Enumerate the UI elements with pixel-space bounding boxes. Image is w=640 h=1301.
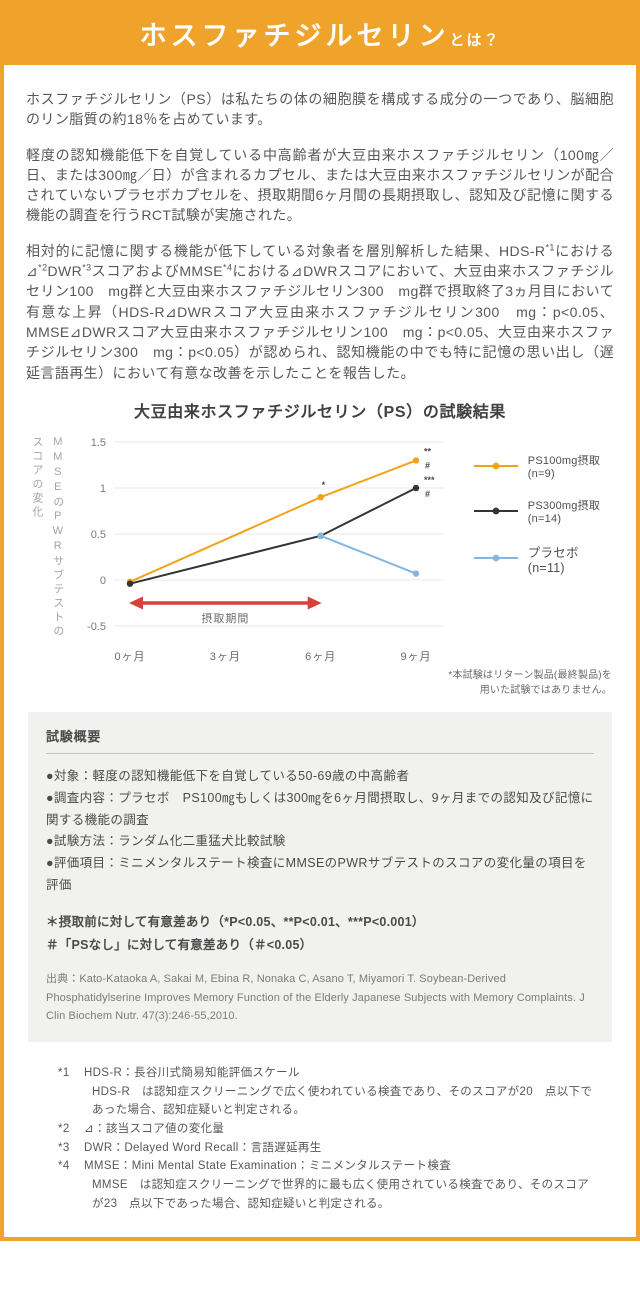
legend-item: プラセボ (n=11) xyxy=(473,542,614,575)
footnote-text: MMSE は認知症スクリーニングで世界的に最も広く使用されている検査であり、その… xyxy=(92,1178,589,1210)
chart-row: MMSEのPWRサブテストの スコアの変化 1.5 1 0.5 0 -0.5 0ヶ月 3ヶ月… xyxy=(26,426,614,674)
page-title: ホスファチジルセリンとは？ xyxy=(4,14,636,53)
legend-item: PS300mg摂取 (n=14) xyxy=(473,497,614,525)
paragraph-text: 相対的に記憶に関する機能が低下している対象者を層別解析した結果、HDS-R xyxy=(26,242,546,259)
footnote-text: ⊿：該当スコア値の変化量 xyxy=(84,1123,225,1136)
overview-title: 試験概要 xyxy=(46,728,102,744)
footnote-reference: *3 xyxy=(82,262,92,273)
intro-paragraph: ホスファチジルセリン（PS）は私たちの体の細胞膜を構成する成分の一つであり、脳細… xyxy=(26,91,614,128)
svg-text:0.5: 0.5 xyxy=(90,529,105,541)
footnote-row: *4 MMSE：Mini Mental State Examination：ミニメ… xyxy=(58,1157,600,1176)
footnote-reference: *4 xyxy=(223,262,233,273)
legend-label: プラセボ (n=11) xyxy=(527,545,579,575)
y-axis-label: MMSEのPWRサブテストの スコアの変化 xyxy=(30,435,64,639)
footnote-marker: *4 xyxy=(58,1160,70,1173)
paragraph-text: における⊿ xyxy=(26,242,614,280)
significance-note-hash: ＃「PSなし」に対して有意差あり（＃<0.05） xyxy=(46,937,313,952)
rct-study-paragraph: 軽度の認知機能低下を自覚している中高齢者が大豆由来ホスファチジルセリン（100㎎… xyxy=(26,146,614,224)
chart-legend: PS100mg摂取 (n=9) PS300mg摂取 (n=14) プラセボ (n=1… xyxy=(456,426,614,592)
chart-title: 大豆由来ホスファチジルセリン（PS）の試験結果 xyxy=(133,403,507,421)
footnote-row: *3 DWR：Delayed Word Recall：言語遅延再生 xyxy=(58,1139,600,1158)
footnote-text: MMSE：Mini Mental State Examination：ミニメンタ… xyxy=(84,1160,452,1173)
footnote-row: MMSE は認知症スクリーニングで世界的に最も広く使用されている検査であり、その… xyxy=(58,1176,600,1213)
page-title-suffix: とは？ xyxy=(449,32,501,49)
footnote-row: HDS-R は認知症スクリーニングで広く使われている検査であり、そのスコアが20… xyxy=(58,1083,600,1120)
footnote-row: *1 HDS-R：長谷川式簡易知能評価スケール xyxy=(58,1064,600,1083)
svg-text:3ヶ月: 3ヶ月 xyxy=(210,651,241,663)
svg-text:#: # xyxy=(425,460,430,470)
footnote-reference: *2 xyxy=(38,262,48,273)
legend-line-marker-icon xyxy=(473,554,518,562)
content-card: ホスファチジルセリンとは？ ホスファチジルセリン（PS）は私たちの体の細胞膜を構… xyxy=(0,0,640,1242)
footnote-marker: *1 xyxy=(58,1067,70,1080)
paragraph-text: DWR xyxy=(47,263,83,280)
legend-item: PS100mg摂取 (n=9) xyxy=(473,452,614,480)
svg-text:#: # xyxy=(425,489,430,499)
overview-list: ●対象：軽度の認知機能低下を自覚している50-69歳の中高齢者 ●調査内容：プラセ… xyxy=(46,766,594,897)
overview-item: ●試験方法：ランダム化二重猛犬比較試験 xyxy=(46,834,286,849)
svg-text:9ヶ月: 9ヶ月 xyxy=(400,651,431,663)
results-paragraph: 相対的に記憶に関する機能が低下している対象者を層別解析した結果、HDS-R*1に… xyxy=(26,241,614,383)
svg-text:6ヶ月: 6ヶ月 xyxy=(305,651,336,663)
legend-label: PS300mg摂取 (n=14) xyxy=(527,499,601,525)
footnote-row: *2 ⊿：該当スコア値の変化量 xyxy=(58,1120,600,1139)
overview-item: ●対象：軽度の認知機能低下を自覚している50-69歳の中高齢者 xyxy=(46,768,410,783)
svg-text:摂取期間: 摂取期間 xyxy=(201,611,249,625)
svg-text:0: 0 xyxy=(100,575,106,587)
significance-note-asterisk: ＊摂取前に対して有意差あり（*P<0.05、**P<0.01、***P<0.00… xyxy=(46,915,425,930)
page-title-main: ホスファチジルセリン xyxy=(139,21,450,51)
svg-text:-0.5: -0.5 xyxy=(87,621,106,633)
chart-section: 大豆由来ホスファチジルセリン（PS）の試験結果 MMSEのPWRサブテストの ス… xyxy=(26,398,614,698)
content-body: ホスファチジルセリン（PS）は私たちの体の細胞膜を構成する成分の一つであり、脳細… xyxy=(4,65,636,1237)
footnote-text: HDS-R：長谷川式簡易知能評価スケール xyxy=(84,1067,300,1080)
study-overview-box: 試験概要 ●対象：軽度の認知機能低下を自覚している50-69歳の中高齢者 ●調査内… xyxy=(28,711,612,1043)
footnote-text: HDS-R は認知症スクリーニングで広く使われている検査であり、そのスコアが20… xyxy=(92,1085,593,1117)
footnotes: *1 HDS-R：長谷川式簡易知能評価スケール HDS-R は認知症スクリーニングで… xyxy=(26,1042,614,1221)
overview-item: ●調査内容：プラセボ PS100㎎もしくは300㎎を6ヶ月間摂取し、9ヶ月までの… xyxy=(46,790,594,827)
svg-text:*: * xyxy=(321,480,325,490)
footnote-reference: *1 xyxy=(545,242,555,253)
legend-label: PS100mg摂取 (n=9) xyxy=(527,454,601,480)
page-header: ホスファチジルセリンとは？ xyxy=(4,4,636,65)
paragraph-text: スコアおよびMMSE xyxy=(91,263,224,280)
overview-item: ●評価項目：ミニメンタルステート検査にMMSEのPWRサブテストのスコアの変化量… xyxy=(46,856,587,893)
svg-text:1.5: 1.5 xyxy=(90,437,105,449)
svg-text:***: *** xyxy=(424,475,435,485)
overview-divider xyxy=(46,752,594,754)
chart-disclaimer-note: *本試験はリターン製品(最終製品)を 用いた試験ではありません。 xyxy=(448,669,612,696)
paragraph-text: における⊿DWRスコアにおいて、大豆由来ホスファチジルセリン100 mg群と大豆… xyxy=(26,263,614,381)
legend-line-marker-icon xyxy=(473,507,518,515)
footnote-marker xyxy=(58,1176,84,1213)
legend-line-marker-icon xyxy=(473,462,518,470)
footnote-text: DWR：Delayed Word Recall：言語遅延再生 xyxy=(84,1141,322,1154)
footnote-marker: *3 xyxy=(58,1141,70,1154)
svg-text:1: 1 xyxy=(100,483,106,495)
footnote-marker xyxy=(58,1083,84,1120)
svg-text:**: ** xyxy=(424,446,432,456)
citation: 出典：Kato-Kataoka A, Sakai M, Ebina R, Non… xyxy=(46,973,585,1023)
footnote-marker: *2 xyxy=(58,1123,70,1136)
svg-text:0ヶ月: 0ヶ月 xyxy=(114,651,145,663)
